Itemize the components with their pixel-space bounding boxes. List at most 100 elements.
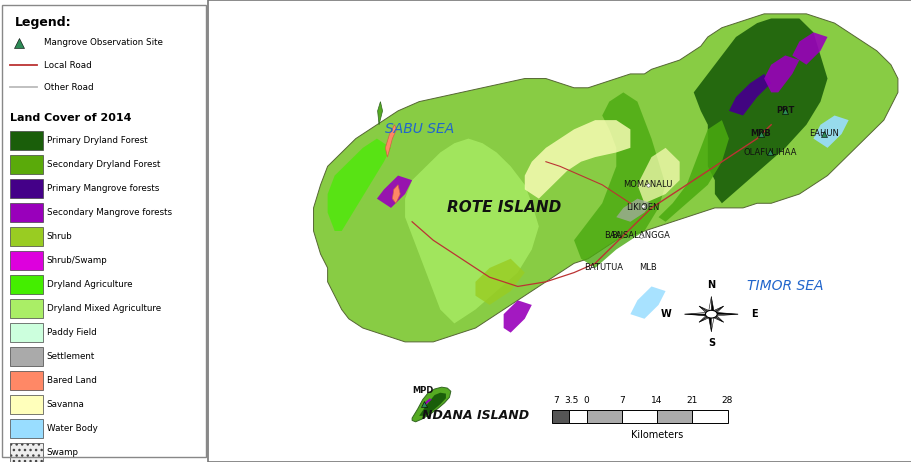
Text: N: N [707, 280, 714, 291]
Text: Other Road: Other Road [44, 83, 93, 92]
Polygon shape [423, 398, 431, 407]
Text: Primary Dryland Forest: Primary Dryland Forest [46, 136, 148, 145]
Text: Dryland Mixed Agriculture: Dryland Mixed Agriculture [46, 304, 160, 313]
Polygon shape [707, 314, 711, 332]
Polygon shape [376, 176, 412, 208]
Polygon shape [708, 306, 722, 314]
Polygon shape [711, 297, 714, 314]
Polygon shape [658, 120, 728, 222]
Polygon shape [684, 312, 711, 314]
Polygon shape [708, 314, 722, 322]
Polygon shape [711, 314, 737, 316]
Text: 28: 28 [721, 396, 732, 405]
FancyBboxPatch shape [10, 395, 43, 414]
Polygon shape [813, 116, 848, 148]
FancyBboxPatch shape [10, 227, 43, 246]
Polygon shape [711, 306, 722, 316]
FancyBboxPatch shape [10, 419, 43, 438]
Text: 14: 14 [650, 396, 662, 405]
Text: MLB: MLB [639, 263, 656, 273]
Text: 21: 21 [686, 396, 697, 405]
Polygon shape [419, 393, 445, 416]
FancyBboxPatch shape [10, 299, 43, 318]
Bar [621, 410, 657, 423]
FancyBboxPatch shape [10, 323, 43, 342]
Text: Paddy Field: Paddy Field [46, 328, 97, 337]
FancyBboxPatch shape [10, 275, 43, 294]
Text: 7: 7 [553, 396, 558, 405]
Polygon shape [698, 313, 711, 322]
FancyBboxPatch shape [10, 179, 43, 198]
Polygon shape [313, 14, 897, 342]
Text: Land Cover of 2014: Land Cover of 2014 [10, 113, 132, 123]
Polygon shape [728, 74, 771, 116]
FancyBboxPatch shape [10, 251, 43, 270]
Text: Secondary Dryland Forest: Secondary Dryland Forest [46, 160, 160, 169]
Text: BAA: BAA [603, 231, 621, 240]
Text: Savanna: Savanna [46, 400, 85, 409]
Bar [568, 410, 586, 423]
Text: Shrub/Swamp: Shrub/Swamp [46, 256, 107, 265]
Text: SABU SEA: SABU SEA [384, 122, 454, 136]
Text: MOMANALU: MOMANALU [622, 180, 672, 189]
Polygon shape [711, 312, 737, 314]
Text: W: W [660, 309, 670, 319]
Bar [586, 410, 621, 423]
Polygon shape [573, 92, 665, 268]
Polygon shape [524, 120, 630, 199]
Polygon shape [377, 102, 382, 125]
Polygon shape [385, 125, 396, 157]
Text: S: S [707, 338, 714, 348]
Text: Legend:: Legend: [15, 16, 71, 29]
Text: TIMOR SEA: TIMOR SEA [746, 280, 823, 293]
FancyBboxPatch shape [10, 443, 43, 462]
Polygon shape [711, 313, 722, 322]
Text: LIKIOEN: LIKIOEN [626, 203, 659, 213]
Polygon shape [792, 32, 826, 65]
Polygon shape [698, 314, 712, 322]
Polygon shape [475, 259, 524, 305]
Polygon shape [684, 314, 711, 316]
Polygon shape [327, 139, 391, 231]
Polygon shape [693, 18, 826, 203]
FancyBboxPatch shape [10, 155, 43, 174]
Polygon shape [630, 286, 665, 319]
Text: Bared Land: Bared Land [46, 376, 97, 385]
Text: Local Road: Local Road [44, 61, 91, 70]
Text: Mangrove Observation Site: Mangrove Observation Site [44, 38, 162, 48]
Text: 7: 7 [619, 396, 624, 405]
Text: Shrub: Shrub [46, 232, 73, 241]
Text: Primary Mangrove forests: Primary Mangrove forests [46, 184, 159, 193]
Text: BATUTUA: BATUTUA [583, 263, 622, 273]
FancyBboxPatch shape [10, 347, 43, 366]
Text: E: E [751, 309, 757, 319]
Polygon shape [404, 139, 538, 323]
Text: OLAFULIHAA: OLAFULIHAA [742, 148, 795, 157]
Text: 3.5: 3.5 [564, 396, 578, 405]
Polygon shape [698, 306, 711, 316]
Text: Settlement: Settlement [46, 352, 95, 361]
Text: Kilometers: Kilometers [630, 430, 682, 440]
Text: EAHUN: EAHUN [808, 129, 838, 139]
Bar [551, 410, 568, 423]
Text: MPD: MPD [412, 386, 433, 395]
Text: BUSALANGGA: BUSALANGGA [611, 231, 670, 240]
Polygon shape [412, 387, 450, 422]
Text: Secondary Mangrove forests: Secondary Mangrove forests [46, 208, 171, 217]
Polygon shape [698, 306, 712, 314]
Polygon shape [392, 185, 400, 203]
Polygon shape [711, 314, 714, 332]
FancyBboxPatch shape [10, 371, 43, 390]
Text: ROTE ISLAND: ROTE ISLAND [446, 201, 560, 215]
Text: 0: 0 [583, 396, 589, 405]
Text: Swamp: Swamp [46, 448, 78, 457]
Bar [691, 410, 727, 423]
Text: PBT: PBT [775, 106, 793, 116]
Polygon shape [763, 55, 798, 92]
Circle shape [705, 310, 716, 318]
Polygon shape [707, 297, 711, 314]
FancyBboxPatch shape [10, 131, 43, 150]
Polygon shape [637, 148, 679, 203]
Polygon shape [503, 300, 531, 333]
Polygon shape [616, 199, 650, 222]
